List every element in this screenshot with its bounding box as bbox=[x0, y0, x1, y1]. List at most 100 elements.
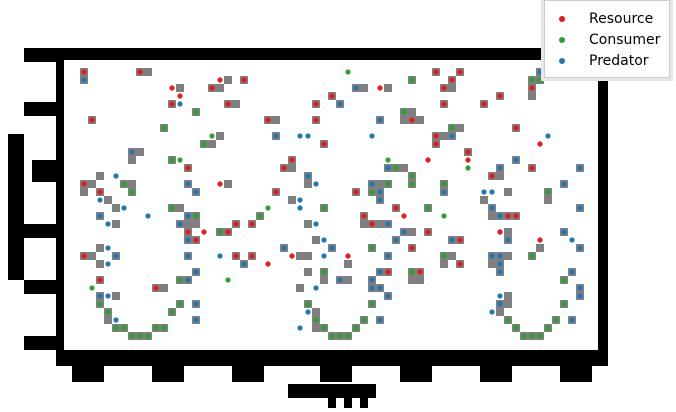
consumer-agent bbox=[409, 173, 415, 179]
resource-agent bbox=[137, 69, 143, 75]
consumer-agent bbox=[321, 269, 327, 275]
shaded-cell bbox=[440, 260, 448, 268]
predator-agent bbox=[305, 309, 311, 315]
predator-agent bbox=[313, 285, 319, 291]
predator-agent bbox=[353, 85, 359, 91]
shaded-cell bbox=[128, 180, 136, 188]
predator-agent bbox=[177, 221, 183, 227]
shaded-cell bbox=[384, 84, 392, 92]
predator-agent bbox=[385, 253, 391, 259]
resource-agent bbox=[265, 117, 271, 123]
predator-agent bbox=[129, 149, 135, 155]
shaded-cell bbox=[376, 220, 384, 228]
predator-agent bbox=[113, 253, 119, 259]
resource-agent bbox=[513, 125, 519, 131]
consumer-agent bbox=[529, 333, 535, 339]
predator-agent bbox=[577, 165, 583, 171]
consumer-agent bbox=[561, 277, 567, 283]
consumer-marker-icon bbox=[559, 37, 565, 43]
predator-agent bbox=[369, 277, 375, 283]
resource-agent bbox=[233, 221, 239, 227]
predator-agent bbox=[577, 245, 583, 251]
shaded-cell bbox=[504, 292, 512, 300]
resource-agent bbox=[369, 221, 375, 227]
shaded-cell bbox=[304, 180, 312, 188]
consumer-agent bbox=[193, 213, 199, 219]
shaded-cell bbox=[496, 308, 504, 316]
predator-agent bbox=[505, 237, 511, 243]
predator-agent bbox=[577, 293, 583, 299]
predator-agent bbox=[489, 309, 495, 315]
resource-agent bbox=[345, 253, 351, 259]
consumer-agent bbox=[321, 325, 327, 331]
consumer-agent bbox=[401, 109, 407, 115]
shaded-cell bbox=[296, 252, 304, 260]
predator-agent bbox=[241, 261, 247, 267]
consumer-agent bbox=[217, 229, 223, 235]
predator-agent bbox=[561, 181, 567, 187]
shaded-cell bbox=[408, 108, 416, 116]
shaded-cell bbox=[272, 116, 280, 124]
shaded-cell bbox=[136, 148, 144, 156]
predator-agent bbox=[305, 133, 311, 139]
resource-agent bbox=[265, 261, 271, 267]
resource-agent bbox=[433, 133, 439, 139]
predator-agent bbox=[497, 213, 503, 219]
consumer-agent bbox=[441, 213, 447, 219]
resource-agent bbox=[225, 229, 231, 235]
shaded-cell bbox=[416, 276, 424, 284]
resource-agent bbox=[89, 117, 95, 123]
legend-item-consumer: Consumer bbox=[559, 30, 660, 50]
consumer-agent bbox=[105, 309, 111, 315]
shaded-cell bbox=[160, 284, 168, 292]
resource-agent bbox=[153, 285, 159, 291]
consumer-agent bbox=[561, 301, 567, 307]
consumer-agent bbox=[201, 141, 207, 147]
predator-agent bbox=[497, 261, 503, 267]
predator-agent bbox=[441, 189, 447, 195]
predator-agent bbox=[217, 253, 223, 259]
predator-agent bbox=[185, 253, 191, 259]
shaded-cell bbox=[288, 196, 296, 204]
consumer-agent bbox=[385, 157, 391, 163]
predator-agent bbox=[297, 205, 303, 211]
shaded-cell bbox=[112, 292, 120, 300]
predator-agent bbox=[489, 189, 495, 195]
legend-label-resource: Resource bbox=[589, 11, 654, 27]
shaded-cell bbox=[224, 76, 232, 84]
predator-agent bbox=[489, 205, 495, 211]
shaded-cell bbox=[296, 284, 304, 292]
agent-markers bbox=[81, 69, 583, 339]
resource-agent bbox=[241, 77, 247, 83]
resource-agent bbox=[281, 165, 287, 171]
consumer-agent bbox=[129, 333, 135, 339]
consumer-agent bbox=[409, 181, 415, 187]
resource-agent bbox=[201, 229, 207, 235]
consumer-agent bbox=[161, 325, 167, 331]
predator-agent bbox=[145, 213, 151, 219]
consumer-agent bbox=[313, 317, 319, 323]
shaded-cell bbox=[104, 316, 112, 324]
resource-agent bbox=[529, 85, 535, 91]
predator-agent bbox=[337, 277, 343, 283]
consumer-agent bbox=[537, 77, 543, 83]
resource-agent bbox=[273, 189, 279, 195]
predator-agent bbox=[313, 181, 319, 187]
consumer-agent bbox=[369, 189, 375, 195]
consumer-agent bbox=[441, 181, 447, 187]
shaded-cell bbox=[360, 220, 368, 228]
resource-agent bbox=[321, 141, 327, 147]
predator-agent bbox=[81, 77, 87, 83]
resource-agent bbox=[505, 213, 511, 219]
predator-agent bbox=[105, 221, 111, 227]
consumer-agent bbox=[169, 157, 175, 163]
shaded-cell bbox=[288, 164, 296, 172]
predator-agent bbox=[489, 253, 495, 259]
predator-agent bbox=[193, 317, 199, 323]
resource-agent bbox=[289, 253, 295, 259]
shaded-cell bbox=[448, 84, 456, 92]
consumer-agent bbox=[257, 213, 263, 219]
consumer-agent bbox=[121, 181, 127, 187]
predator-agent bbox=[193, 189, 199, 195]
